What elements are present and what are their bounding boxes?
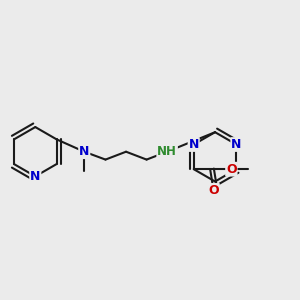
Text: N: N <box>231 138 242 151</box>
Text: O: O <box>226 163 237 176</box>
Text: N: N <box>79 145 89 158</box>
Text: O: O <box>208 184 219 197</box>
Text: N: N <box>30 170 40 183</box>
Text: N: N <box>188 138 199 151</box>
Text: NH: NH <box>157 145 177 158</box>
